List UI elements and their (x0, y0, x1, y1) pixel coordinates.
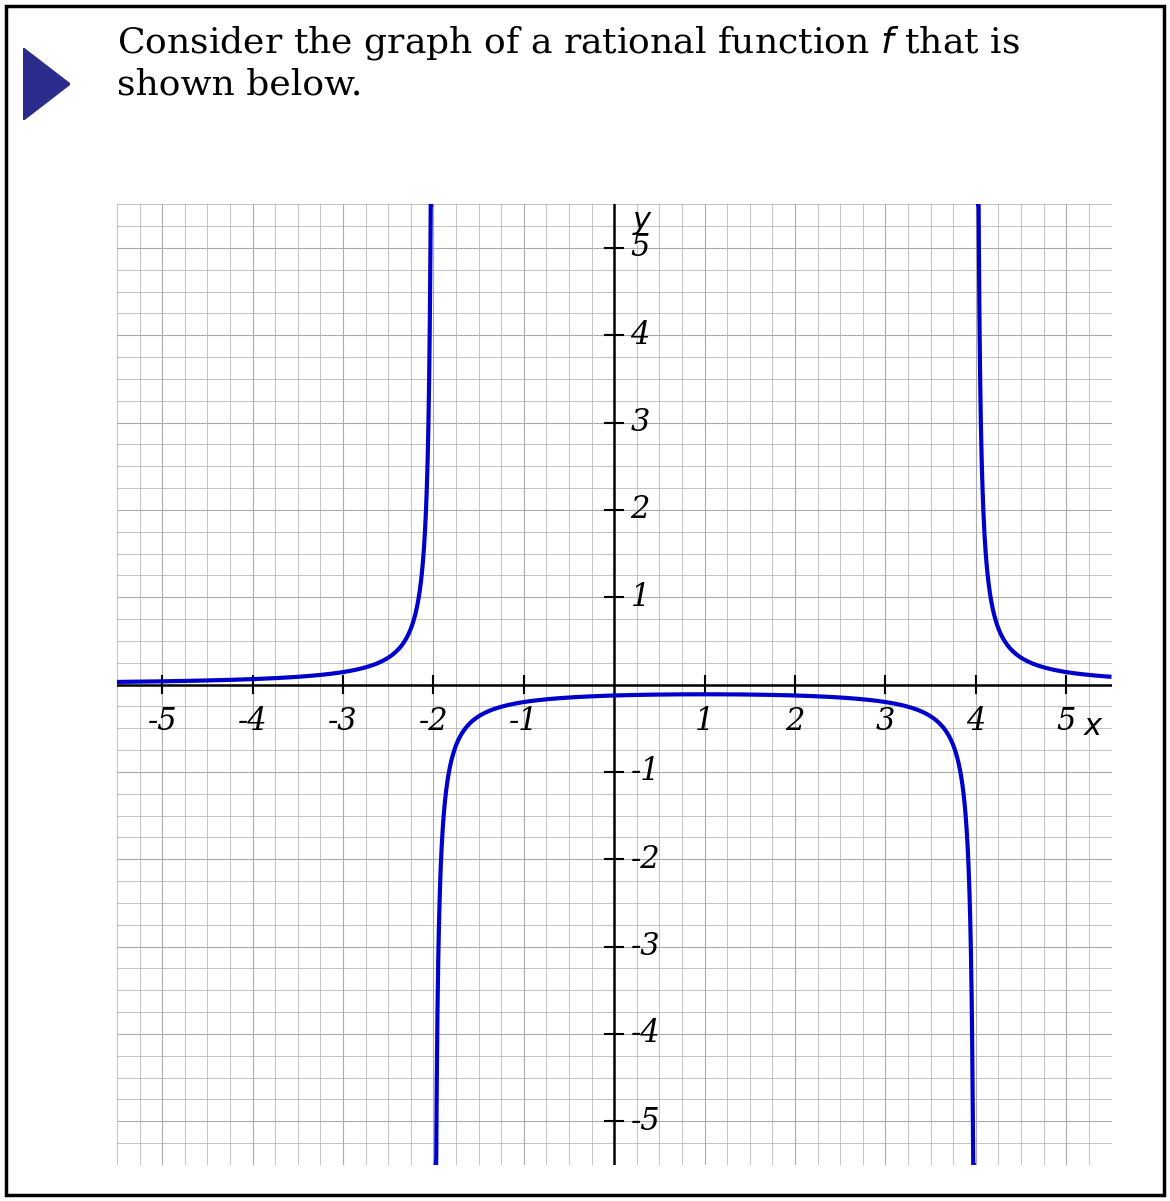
Text: $y$: $y$ (632, 207, 654, 237)
Text: -1: -1 (631, 757, 660, 788)
Text: -2: -2 (419, 706, 448, 737)
Text: 4: 4 (966, 706, 985, 737)
Text: 4: 4 (631, 319, 649, 351)
Text: -3: -3 (329, 706, 358, 737)
Text: 5: 5 (631, 232, 649, 263)
Text: Consider the graph of a rational function $f$ that is
shown below.: Consider the graph of a rational functio… (117, 24, 1020, 101)
Text: 2: 2 (631, 495, 649, 525)
Text: -5: -5 (631, 1106, 660, 1137)
Text: -4: -4 (238, 706, 268, 737)
Text: 3: 3 (876, 706, 895, 737)
Text: 1: 1 (631, 581, 649, 613)
Text: -4: -4 (631, 1018, 660, 1050)
Text: -1: -1 (509, 706, 538, 737)
Polygon shape (23, 48, 70, 120)
Text: -2: -2 (631, 844, 660, 874)
Text: -3: -3 (631, 931, 660, 962)
Text: 2: 2 (785, 706, 805, 737)
Text: -5: -5 (147, 706, 177, 737)
Text: 3: 3 (631, 407, 649, 438)
Text: 5: 5 (1057, 706, 1076, 737)
Text: $x$: $x$ (1083, 711, 1104, 742)
Text: 1: 1 (695, 706, 715, 737)
